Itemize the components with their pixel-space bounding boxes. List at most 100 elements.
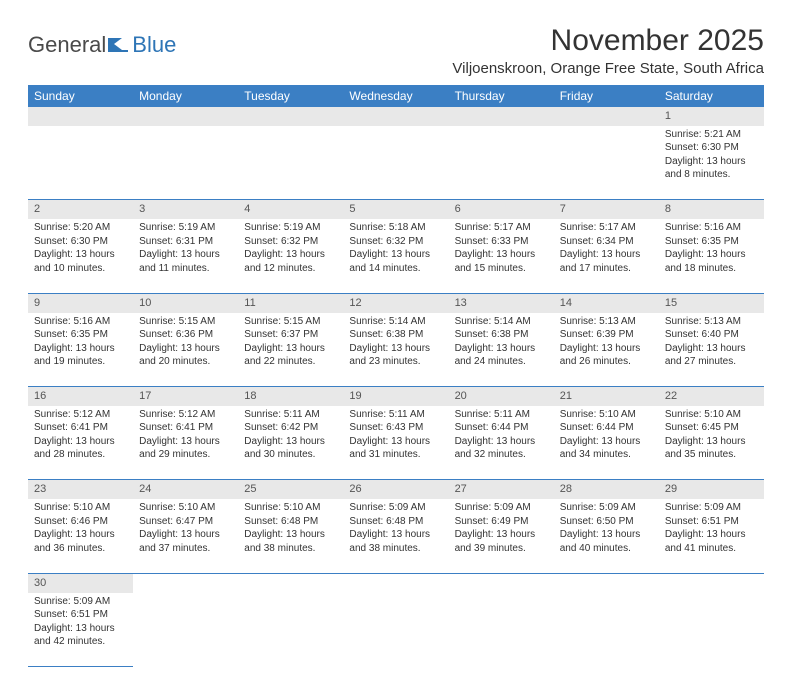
- day-cell: Sunrise: 5:11 AMSunset: 6:44 PMDaylight:…: [449, 406, 554, 480]
- sunset-line: Sunset: 6:42 PM: [244, 421, 337, 435]
- daylight-line-2: and 40 minutes.: [560, 542, 653, 556]
- calendar-page: General Blue November 2025 Viljoenskroon…: [0, 0, 792, 691]
- daylight-line: Daylight: 13 hours: [349, 435, 442, 449]
- daylight-line: Daylight: 13 hours: [665, 342, 758, 356]
- sunrise-line: Sunrise: 5:09 AM: [34, 595, 127, 609]
- day-number-cell: 13: [449, 293, 554, 312]
- sunrise-line: Sunrise: 5:11 AM: [349, 408, 442, 422]
- header: General Blue November 2025 Viljoenskroon…: [28, 24, 764, 77]
- month-title: November 2025: [452, 24, 764, 58]
- day-number-cell: 29: [659, 480, 764, 499]
- weekday-header: Wednesday: [343, 85, 448, 107]
- sunset-line: Sunset: 6:41 PM: [139, 421, 232, 435]
- daylight-line-2: and 37 minutes.: [139, 542, 232, 556]
- weekday-header: Tuesday: [238, 85, 343, 107]
- daylight-line: Daylight: 13 hours: [349, 248, 442, 262]
- daylight-line-2: and 26 minutes.: [560, 355, 653, 369]
- sunset-line: Sunset: 6:30 PM: [34, 235, 127, 249]
- weekday-header: Saturday: [659, 85, 764, 107]
- day-number-cell: 23: [28, 480, 133, 499]
- sunset-line: Sunset: 6:44 PM: [455, 421, 548, 435]
- day-cell: Sunrise: 5:12 AMSunset: 6:41 PMDaylight:…: [133, 406, 238, 480]
- daylight-line-2: and 38 minutes.: [349, 542, 442, 556]
- sunrise-line: Sunrise: 5:21 AM: [665, 128, 758, 142]
- day-number-row: 9101112131415: [28, 293, 764, 312]
- daylight-line-2: and 20 minutes.: [139, 355, 232, 369]
- day-number-cell: 25: [238, 480, 343, 499]
- daylight-line-2: and 27 minutes.: [665, 355, 758, 369]
- daylight-line-2: and 28 minutes.: [34, 448, 127, 462]
- day-number-cell: 16: [28, 387, 133, 406]
- day-number-cell: 1: [659, 107, 764, 126]
- sunset-line: Sunset: 6:47 PM: [139, 515, 232, 529]
- day-cell: Sunrise: 5:09 AMSunset: 6:48 PMDaylight:…: [343, 499, 448, 573]
- daylight-line: Daylight: 13 hours: [244, 248, 337, 262]
- day-number-cell: 14: [554, 293, 659, 312]
- sunset-line: Sunset: 6:35 PM: [665, 235, 758, 249]
- sunset-line: Sunset: 6:33 PM: [455, 235, 548, 249]
- day-cell: Sunrise: 5:10 AMSunset: 6:45 PMDaylight:…: [659, 406, 764, 480]
- sunset-line: Sunset: 6:38 PM: [349, 328, 442, 342]
- day-number-cell: [133, 573, 238, 592]
- sunrise-line: Sunrise: 5:10 AM: [244, 501, 337, 515]
- sunrise-line: Sunrise: 5:10 AM: [665, 408, 758, 422]
- day-number-cell: 8: [659, 200, 764, 219]
- sunrise-line: Sunrise: 5:15 AM: [139, 315, 232, 329]
- sunrise-line: Sunrise: 5:16 AM: [34, 315, 127, 329]
- sunset-line: Sunset: 6:46 PM: [34, 515, 127, 529]
- day-cell: Sunrise: 5:18 AMSunset: 6:32 PMDaylight:…: [343, 219, 448, 293]
- day-number-cell: 7: [554, 200, 659, 219]
- day-cell: Sunrise: 5:14 AMSunset: 6:38 PMDaylight:…: [343, 313, 448, 387]
- daylight-line-2: and 38 minutes.: [244, 542, 337, 556]
- sunset-line: Sunset: 6:38 PM: [455, 328, 548, 342]
- weekday-header: Sunday: [28, 85, 133, 107]
- day-number-cell: [554, 107, 659, 126]
- daylight-line: Daylight: 13 hours: [665, 155, 758, 169]
- daylight-line: Daylight: 13 hours: [34, 248, 127, 262]
- daylight-line: Daylight: 13 hours: [455, 342, 548, 356]
- day-number-cell: 10: [133, 293, 238, 312]
- daylight-line: Daylight: 13 hours: [139, 528, 232, 542]
- sunrise-line: Sunrise: 5:17 AM: [455, 221, 548, 235]
- sunrise-line: Sunrise: 5:14 AM: [455, 315, 548, 329]
- sunrise-line: Sunrise: 5:20 AM: [34, 221, 127, 235]
- day-number-cell: 24: [133, 480, 238, 499]
- sunset-line: Sunset: 6:48 PM: [244, 515, 337, 529]
- sunrise-line: Sunrise: 5:09 AM: [665, 501, 758, 515]
- sunrise-line: Sunrise: 5:12 AM: [139, 408, 232, 422]
- daylight-line-2: and 30 minutes.: [244, 448, 337, 462]
- daylight-line-2: and 14 minutes.: [349, 262, 442, 276]
- day-number-cell: 22: [659, 387, 764, 406]
- sunrise-line: Sunrise: 5:18 AM: [349, 221, 442, 235]
- sunset-line: Sunset: 6:36 PM: [139, 328, 232, 342]
- day-number-cell: [449, 107, 554, 126]
- week-row: Sunrise: 5:16 AMSunset: 6:35 PMDaylight:…: [28, 313, 764, 387]
- day-number-cell: [343, 573, 448, 592]
- day-number-cell: [28, 107, 133, 126]
- day-cell: Sunrise: 5:11 AMSunset: 6:42 PMDaylight:…: [238, 406, 343, 480]
- day-number-cell: 12: [343, 293, 448, 312]
- day-cell: Sunrise: 5:16 AMSunset: 6:35 PMDaylight:…: [28, 313, 133, 387]
- flag-icon: [108, 32, 130, 58]
- sunset-line: Sunset: 6:44 PM: [560, 421, 653, 435]
- day-cell: Sunrise: 5:14 AMSunset: 6:38 PMDaylight:…: [449, 313, 554, 387]
- day-cell: Sunrise: 5:10 AMSunset: 6:47 PMDaylight:…: [133, 499, 238, 573]
- sunset-line: Sunset: 6:49 PM: [455, 515, 548, 529]
- sunset-line: Sunset: 6:45 PM: [665, 421, 758, 435]
- day-cell: Sunrise: 5:09 AMSunset: 6:51 PMDaylight:…: [28, 593, 133, 667]
- daylight-line-2: and 29 minutes.: [139, 448, 232, 462]
- day-cell: Sunrise: 5:19 AMSunset: 6:31 PMDaylight:…: [133, 219, 238, 293]
- daylight-line: Daylight: 13 hours: [34, 342, 127, 356]
- day-cell: Sunrise: 5:09 AMSunset: 6:50 PMDaylight:…: [554, 499, 659, 573]
- day-number-cell: [343, 107, 448, 126]
- day-number-cell: 30: [28, 573, 133, 592]
- daylight-line-2: and 18 minutes.: [665, 262, 758, 276]
- sunrise-line: Sunrise: 5:10 AM: [34, 501, 127, 515]
- daylight-line: Daylight: 13 hours: [455, 528, 548, 542]
- day-cell: Sunrise: 5:17 AMSunset: 6:33 PMDaylight:…: [449, 219, 554, 293]
- day-cell: Sunrise: 5:10 AMSunset: 6:46 PMDaylight:…: [28, 499, 133, 573]
- calendar-table: SundayMondayTuesdayWednesdayThursdayFrid…: [28, 85, 764, 667]
- weekday-header: Thursday: [449, 85, 554, 107]
- day-number-row: 2345678: [28, 200, 764, 219]
- day-cell: [343, 126, 448, 200]
